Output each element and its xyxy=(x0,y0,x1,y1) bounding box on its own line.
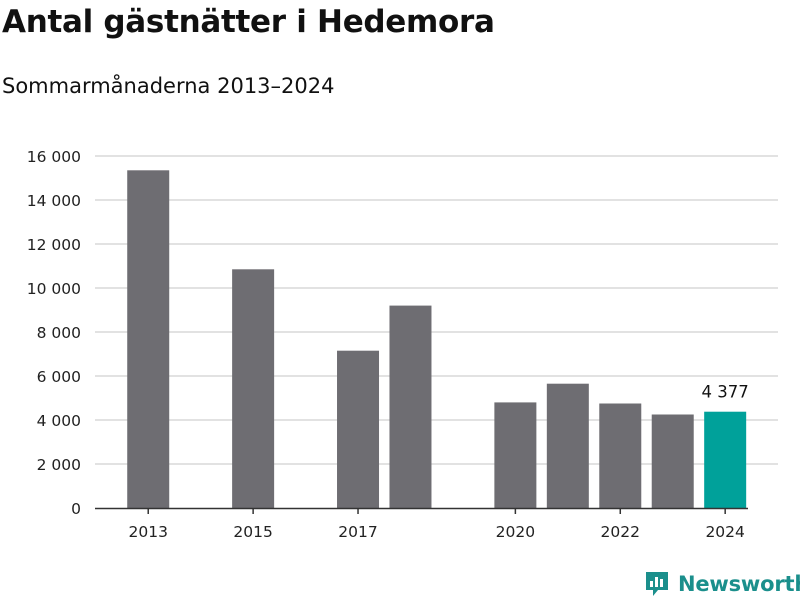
y-tick-label: 12 000 xyxy=(27,236,81,254)
x-tick-label: 2024 xyxy=(705,523,744,541)
x-tick-label: 2022 xyxy=(601,523,640,541)
y-tick-label: 16 000 xyxy=(27,148,81,166)
y-tick-label: 8 000 xyxy=(37,324,81,342)
y-tick-label: 4 000 xyxy=(37,412,81,430)
bar-chart: 0 2 000 4 000 6 000 8 000 10 000 12 000 14 000 1… xyxy=(27,148,778,541)
bar-2022 xyxy=(599,403,642,508)
bar-2017 xyxy=(337,350,380,508)
x-axis: 2013 2015 2017 2020 2022 2024 xyxy=(95,507,748,541)
y-tick-label: 0 xyxy=(71,500,81,518)
y-axis-ticks: 0 2 000 4 000 6 000 8 000 10 000 12 000 14 000 1… xyxy=(27,148,81,518)
y-tick-label: 14 000 xyxy=(27,192,81,210)
brand-name: Newsworthy xyxy=(678,572,800,596)
gridlines xyxy=(95,155,778,465)
bar-2023 xyxy=(651,414,694,508)
bar-2013 xyxy=(127,170,170,509)
x-tick-label: 2017 xyxy=(338,523,377,541)
bar-2018 xyxy=(389,305,432,508)
bar-2015 xyxy=(232,269,275,508)
x-tick-label: 2013 xyxy=(128,523,167,541)
bars xyxy=(127,170,747,509)
y-tick-label: 6 000 xyxy=(37,368,81,386)
brand: Newsworthy xyxy=(644,568,800,600)
data-label: 4 377 xyxy=(702,383,749,402)
bar-2021 xyxy=(546,383,589,508)
bar-2020 xyxy=(494,402,537,508)
x-tick-label: 2020 xyxy=(496,523,535,541)
x-tick-label: 2015 xyxy=(233,523,272,541)
bar-2024 xyxy=(704,411,747,508)
chart-subtitle: Sommarmånaderna 2013–2024 xyxy=(2,74,335,98)
annotations: 4 377 xyxy=(702,383,749,402)
newsworthy-logo-icon xyxy=(646,572,668,596)
y-tick-label: 2 000 xyxy=(37,456,81,474)
y-tick-label: 10 000 xyxy=(27,280,81,298)
chart-title: Antal gästnätter i Hedemora xyxy=(2,4,495,40)
